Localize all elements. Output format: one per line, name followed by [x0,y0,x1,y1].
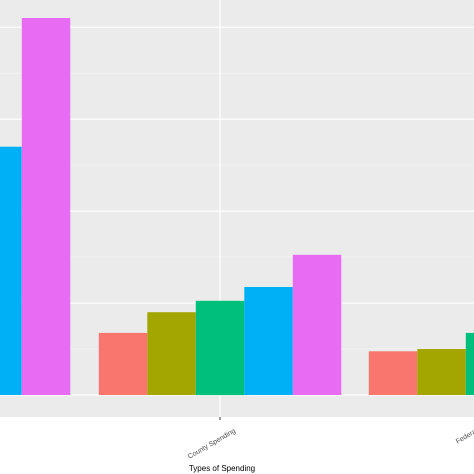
bar-series-2-cat-2 [147,312,196,395]
bar-series-1-cat-3 [368,351,418,395]
bar-series-5-cat-2 [292,254,342,395]
x-tick-label-federal: Federal [455,427,474,445]
bar-series-4-cat-2 [244,287,293,395]
bar-series-3-cat-3 [465,332,474,395]
x-axis: County Spending Federal [187,417,474,461]
bar-series-2-cat-3 [417,349,466,395]
bars [0,18,474,396]
bar-series-4-cat-1 [0,146,22,395]
x-tick-label-county: County Spending [187,428,237,461]
bar-series-5-cat-1 [21,18,71,395]
bar-series-1-cat-2 [98,332,148,395]
x-axis-title: Types of Spending [189,464,255,473]
bar-series-3-cat-2 [195,300,245,396]
